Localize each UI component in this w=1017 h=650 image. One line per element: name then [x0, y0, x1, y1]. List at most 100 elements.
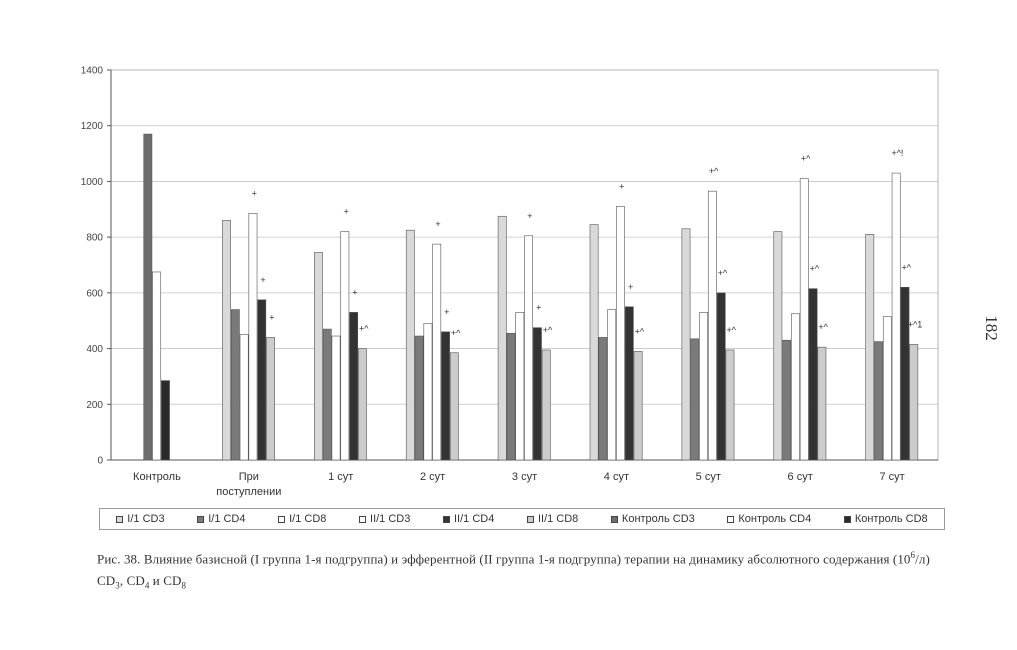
x-tick-labels: Контроль При поступлении 1 сут 2 сут 3 сут 4 с… [133, 471, 905, 498]
significance-mark: + [343, 207, 348, 217]
significance-mark: +^ [718, 268, 728, 278]
legend-item: I/1 CD8 [278, 513, 326, 525]
figure-caption: Рис. 38. Влияние базисной (I группа 1-я … [97, 544, 957, 597]
legend-swatch [278, 515, 286, 523]
significance-mark: + [536, 303, 541, 313]
significance-mark: +^ [727, 325, 737, 335]
bar-ii-1-cd3-6 [616, 206, 625, 461]
legend-swatch [359, 515, 367, 523]
bar-ii-1-cd8-4 [449, 352, 459, 461]
bar-ii-1-cd3-5 [524, 235, 533, 461]
bar-i-1-cd8-6 [607, 309, 617, 461]
caption-sup: 6 [910, 550, 916, 560]
legend-swatch [843, 515, 851, 523]
bar-i-1-cd8-7 [699, 312, 708, 461]
bar-ii-1-cd4-4 [441, 331, 450, 461]
legend-swatch [526, 515, 534, 523]
significance-mark: +^1 [908, 319, 922, 329]
bar-ii-1-cd8-3 [358, 348, 367, 461]
significance-mark: +^ [359, 324, 369, 334]
significance-mark: +^! [891, 148, 903, 158]
bar-i-1-cd3-4 [405, 229, 415, 461]
y-tick-label: 400 [86, 344, 103, 355]
legend-item: Контроль CD8 [843, 513, 928, 525]
bar-ii-1-cd3-4 [432, 243, 442, 461]
significance-mark: + [444, 307, 449, 317]
bar-ii-1-cd4-7 [716, 292, 726, 461]
bar-i-1-cd8-2 [239, 334, 249, 461]
legend-swatch [727, 515, 735, 523]
legend-item: Контроль CD4 [727, 513, 811, 525]
y-tick-label: 600 [86, 288, 103, 299]
legend-item: II/1 CD8 [526, 513, 578, 525]
y-tick-label: 1200 [81, 121, 104, 132]
significance-mark: +^ [543, 325, 553, 335]
bar-ii-1-cd8-8 [817, 346, 827, 461]
bar-ii-1-cd3-8 [799, 178, 809, 461]
bar-i-1-cd4-8 [782, 339, 792, 461]
legend-label: II/1 CD3 [370, 513, 411, 525]
bar-ii-1-cd8-5 [541, 349, 551, 461]
bar-i-1-cd8-5 [515, 312, 525, 461]
significance-mark: +^ [818, 322, 828, 332]
bar-i-1-cd4-6 [598, 337, 608, 461]
bar-i-1-cd4-9 [874, 341, 883, 461]
x-tick-label: 3 сут [512, 471, 537, 483]
x-tick-label: 1 сут [328, 471, 353, 483]
bar-контроль-cd8-1 [161, 380, 170, 461]
legend-swatch [610, 515, 618, 523]
legend-label: I/1 CD3 [127, 513, 165, 525]
x-tick-label: поступлении [216, 486, 281, 498]
significance-mark: +^ [801, 154, 811, 164]
bar-ii-1-cd4-5 [532, 327, 542, 461]
bar-ii-1-cd4-8 [808, 288, 818, 461]
bar-i-1-cd3-5 [497, 215, 507, 461]
bar-ii-1-cd8-9 [909, 344, 919, 461]
bar-i-1-cd3-7 [681, 228, 691, 461]
y-tick-label: 1400 [81, 66, 104, 77]
bar-i-1-cd4-7 [690, 338, 700, 461]
legend-label: Контроль CD8 [854, 513, 928, 525]
legend-swatch [442, 515, 450, 523]
caption-text-unit: /л) CD [97, 551, 930, 589]
significance-mark: +^ [810, 264, 820, 274]
x-tick-label: 5 сут [696, 471, 721, 483]
bar-ii-1-cd4-9 [900, 286, 910, 461]
bar-ii-1-cd3-7 [707, 190, 717, 461]
y-tick-label: 1000 [81, 177, 104, 188]
significance-mark: + [435, 219, 440, 229]
bar-i-1-cd4-5 [506, 332, 516, 461]
legend-swatch [197, 515, 205, 523]
caption-sub-8: 8 [181, 580, 187, 591]
legend-label: I/1 CD8 [289, 513, 327, 525]
legend-item: I/1 CD3 [116, 513, 165, 525]
bar-ii-1-cd8-2 [266, 337, 275, 461]
significance-annotations: + + + + + +^ + + +^ + + +^ + + +^ +^ +^ +^ +^ +^ +^ +^! +^ +^1 [252, 148, 923, 338]
bar-контроль-cd4-1 [152, 271, 162, 461]
bar-ii-1-cd4-6 [624, 306, 634, 461]
bar-i-1-cd8-3 [331, 335, 341, 461]
x-tick-label: 4 сут [604, 471, 629, 483]
bar-i-1-cd8-9 [882, 316, 892, 461]
legend-label: II/1 CD4 [453, 513, 495, 525]
bar-ii-1-cd4-3 [349, 312, 359, 461]
bar-контроль-cd3-1 [143, 133, 153, 461]
x-tick-label: При [239, 471, 259, 483]
significance-mark: + [260, 275, 265, 285]
y-tick-label: 0 [97, 456, 103, 467]
bar-i-1-cd3-9 [865, 234, 875, 461]
legend-item: I/1 CD4 [197, 513, 246, 525]
caption-sub-4: 4 [144, 580, 150, 591]
significance-mark: +^ [635, 326, 645, 336]
y-tick-label: 200 [86, 400, 103, 411]
significance-mark: + [619, 182, 624, 192]
significance-mark: + [352, 287, 357, 297]
x-tick-label: Контроль [133, 471, 181, 483]
caption-text-main: Рис. 38. Влияние базисной (I группа 1-я … [97, 551, 911, 567]
bar-i-1-cd4-3 [322, 328, 332, 461]
significance-mark: +^ [902, 262, 912, 272]
bar-i-1-cd8-8 [791, 313, 800, 461]
legend-label: Контроль CD4 [738, 513, 812, 525]
significance-mark: +^ [451, 328, 461, 338]
bar-i-1-cd3-2 [222, 220, 231, 461]
